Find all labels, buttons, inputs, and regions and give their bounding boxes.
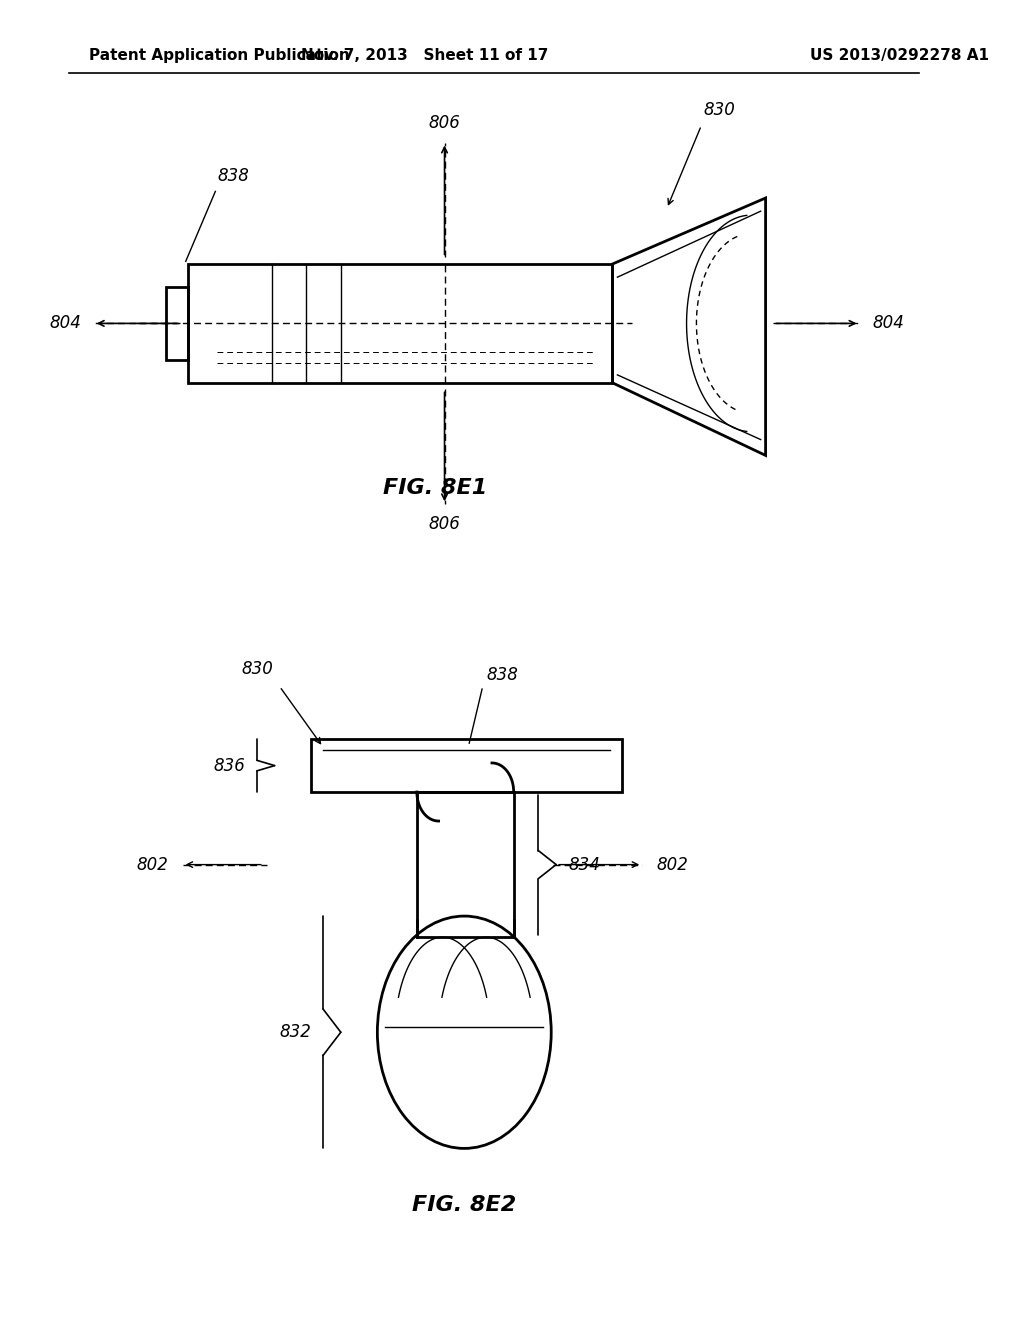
Text: 804: 804	[49, 314, 81, 333]
Text: 832: 832	[280, 1023, 311, 1041]
Text: 802: 802	[657, 855, 689, 874]
Text: Nov. 7, 2013   Sheet 11 of 17: Nov. 7, 2013 Sheet 11 of 17	[301, 48, 549, 63]
Text: 838: 838	[486, 665, 518, 684]
Text: 804: 804	[872, 314, 904, 333]
Text: US 2013/0292278 A1: US 2013/0292278 A1	[810, 48, 989, 63]
Text: Patent Application Publication: Patent Application Publication	[89, 48, 349, 63]
Text: 836: 836	[213, 756, 245, 775]
Text: 806: 806	[429, 515, 461, 533]
Text: FIG. 8E1: FIG. 8E1	[383, 478, 486, 499]
Text: 802: 802	[136, 855, 168, 874]
Text: 838: 838	[217, 166, 249, 185]
Text: 830: 830	[242, 660, 273, 678]
Text: 830: 830	[703, 100, 735, 119]
Text: FIG. 8E2: FIG. 8E2	[413, 1195, 516, 1216]
Text: 834: 834	[568, 855, 600, 874]
Text: 806: 806	[429, 114, 461, 132]
